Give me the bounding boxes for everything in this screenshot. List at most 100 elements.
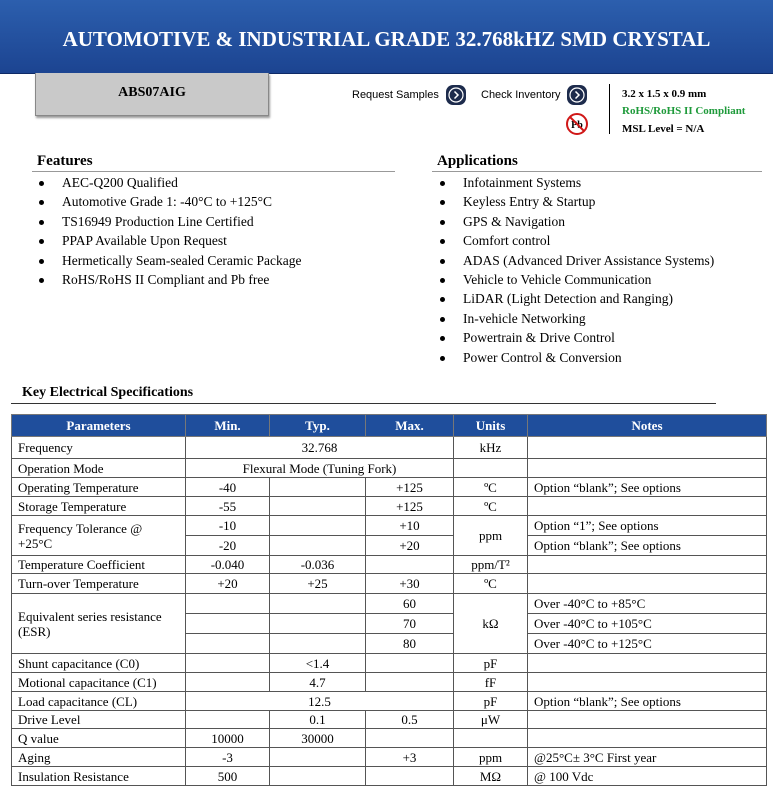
typ-cell — [269, 747, 366, 767]
table-title: Key Electrical Specifications — [22, 385, 194, 400]
note-cell: Over -40°C to +105°C — [527, 613, 767, 634]
typ-cell: +25 — [269, 573, 366, 594]
size: 3.2 x 1.5 x 0.9 mm — [622, 88, 707, 100]
check-inventory[interactable]: Check Inventory — [481, 84, 588, 106]
note-cell: Option “1”; See options — [527, 515, 767, 536]
typ-cell: <1.4 — [269, 653, 366, 673]
note-cell — [527, 672, 767, 692]
note-cell — [527, 458, 767, 478]
unit-cell: ppm — [453, 747, 528, 767]
parameter-cell: Drive Level — [11, 710, 186, 729]
parameter-cell: Insulation Resistance — [11, 766, 186, 786]
column-header: Min. — [185, 414, 270, 437]
list-item: Hermetically Seam-sealed Ceramic Package — [36, 251, 302, 270]
max-cell — [365, 653, 454, 673]
divider — [609, 84, 610, 134]
note-cell — [527, 728, 767, 748]
typ-cell: -0.036 — [269, 555, 366, 574]
min-cell: 500 — [185, 766, 270, 786]
table-row: Insulation Resistance 500 MΩ @ 100 Vdc — [11, 766, 767, 786]
note-cell: Over -40°C to +85°C — [527, 593, 767, 614]
list-item: ADAS (Advanced Driver Assistance Systems… — [437, 251, 714, 270]
typ-cell — [269, 766, 366, 786]
table-row: Operating Temperature -40 +125 ºC Option “bl… — [11, 477, 767, 497]
max-cell: +125 — [365, 496, 454, 516]
list-item: TS16949 Production Line Certified — [36, 212, 302, 231]
max-cell: +125 — [365, 477, 454, 497]
max-cell: 80 — [365, 633, 454, 654]
parameter-cell: Operating Temperature — [11, 477, 186, 497]
table-row: Frequency 32.768 kHz — [11, 436, 767, 459]
note-cell: Option “blank”; See options — [527, 535, 767, 556]
unit-cell: ºC — [453, 477, 528, 497]
header: AUTOMOTIVE & INDUSTRIAL GRADE 32.768kHZ … — [0, 0, 773, 74]
arrow-icon — [567, 85, 588, 105]
table-row: Temperature Coefficient -0.040 -0.036 ppm/T… — [11, 555, 767, 574]
max-cell: 60 — [365, 593, 454, 614]
unit-cell — [453, 728, 528, 748]
max-cell: +3 — [365, 747, 454, 767]
table-row: Equivalent series resistance (ESR) 60 kΩ Ov… — [11, 593, 767, 654]
note-cell: Option “blank”; See options — [527, 477, 767, 497]
typ-cell: 0.1 — [269, 710, 366, 729]
pb-free-icon: Pb — [566, 113, 588, 135]
parameter-cell: Storage Temperature — [11, 496, 186, 516]
unit-cell: MΩ — [453, 766, 528, 786]
parameter-cell: Equivalent series resistance (ESR) — [11, 593, 186, 654]
typ-cell — [269, 496, 366, 516]
rule — [32, 171, 395, 172]
note-cell: Option “blank”; See options — [527, 691, 767, 711]
min-cell — [185, 633, 270, 654]
max-cell: +10 — [365, 515, 454, 536]
list-item: AEC-Q200 Qualified — [36, 173, 302, 192]
typ-cell — [269, 613, 366, 634]
typ-cell: 32.768 — [185, 436, 454, 459]
features-list: AEC-Q200 Qualified Automotive Grade 1: -4… — [36, 173, 302, 289]
note-cell — [527, 436, 767, 459]
table-row: Storage Temperature -55 +125 ºC — [11, 496, 767, 516]
list-item: Infotainment Systems — [437, 173, 714, 192]
table-row: Q value 10000 30000 — [11, 728, 767, 748]
features-title: Features — [37, 153, 93, 169]
min-cell: -55 — [185, 496, 270, 516]
list-item: Comfort control — [437, 231, 714, 250]
max-cell: 0.5 — [365, 710, 454, 729]
request-samples[interactable]: Request Samples — [352, 84, 467, 106]
min-cell: -20 — [185, 535, 270, 556]
rule — [432, 171, 762, 172]
unit-cell: kΩ — [453, 593, 528, 654]
parameter-cell: Operation Mode — [11, 458, 186, 478]
min-cell: -40 — [185, 477, 270, 497]
note-cell — [527, 573, 767, 594]
parameter-cell: Motional capacitance (C1) — [11, 672, 186, 692]
table-row: Shunt capacitance (C0) <1.4 pF — [11, 653, 767, 673]
min-cell — [185, 672, 270, 692]
typ-cell: 30000 — [269, 728, 366, 748]
unit-cell: ppm — [453, 515, 528, 556]
table-row: Motional capacitance (C1) 4.7 fF — [11, 672, 767, 692]
table-row: Operation Mode Flexural Mode (Tuning Fork… — [11, 458, 767, 478]
parameter-cell: Aging — [11, 747, 186, 767]
min-cell — [185, 653, 270, 673]
table-row: Frequency Tolerance @ +25°C -10 +10 ppm Opti… — [11, 515, 767, 556]
list-item: In-vehicle Networking — [437, 309, 714, 328]
min-cell — [185, 613, 270, 634]
typ-cell — [269, 593, 366, 614]
typ-cell — [269, 535, 366, 556]
parameter-cell: Q value — [11, 728, 186, 748]
unit-cell: pF — [453, 653, 528, 673]
max-cell — [365, 766, 454, 786]
spec-table: Parameters Min. Typ. Max. Units Notes Frequenc… — [11, 414, 767, 786]
note-cell: Over -40°C to +125°C — [527, 633, 767, 654]
arrow-icon — [445, 85, 466, 105]
typ-cell: 4.7 — [269, 672, 366, 692]
parameter-cell: Frequency — [11, 436, 186, 459]
applications-title: Applications — [437, 153, 518, 169]
list-item: PPAP Available Upon Request — [36, 231, 302, 250]
note-cell: @25°C± 3°C First year — [527, 747, 767, 767]
note-cell — [527, 555, 767, 574]
note-cell — [527, 653, 767, 673]
parameter: Frequency Tolerance @ +25°C — [18, 520, 143, 551]
rule — [11, 403, 716, 404]
